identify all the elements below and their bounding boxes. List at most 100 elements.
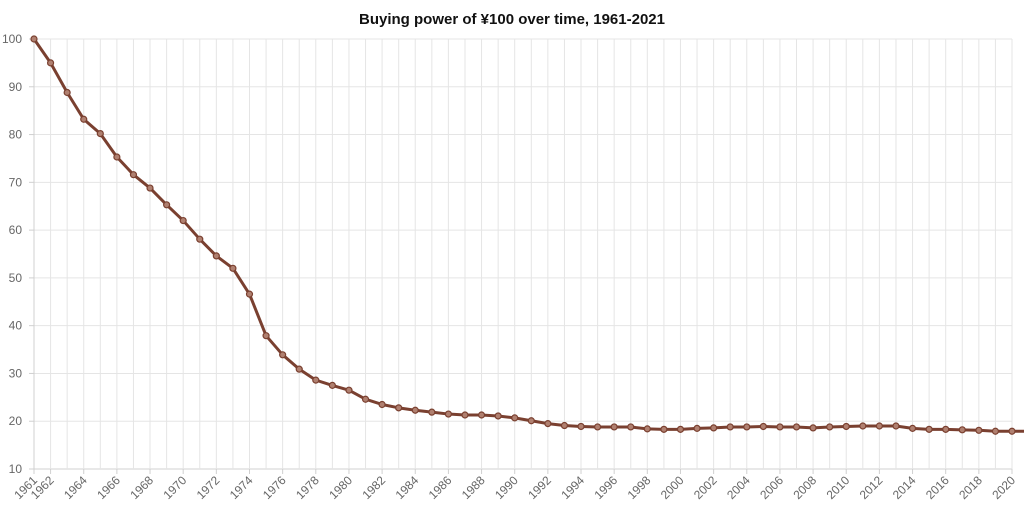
points-layer bbox=[30, 35, 1016, 435]
data-point[interactable] bbox=[361, 395, 370, 403]
x-tick-label: 2020 bbox=[989, 473, 1018, 502]
data-point[interactable] bbox=[395, 404, 403, 412]
data-point[interactable] bbox=[958, 426, 966, 434]
data-point[interactable] bbox=[295, 365, 303, 373]
x-tick-label: 1986 bbox=[426, 473, 455, 502]
data-point[interactable] bbox=[262, 332, 270, 340]
data-point[interactable] bbox=[46, 59, 55, 67]
y-tick-label: 30 bbox=[9, 366, 23, 380]
data-point[interactable] bbox=[809, 424, 817, 432]
data-point[interactable] bbox=[428, 408, 436, 416]
data-point[interactable] bbox=[908, 424, 917, 432]
y-tick-label: 20 bbox=[9, 414, 23, 428]
data-point[interactable] bbox=[527, 417, 535, 425]
data-point[interactable] bbox=[163, 201, 171, 209]
x-tick-label: 1970 bbox=[161, 473, 190, 502]
x-tick-label: 1978 bbox=[293, 473, 322, 502]
data-point[interactable] bbox=[245, 290, 254, 298]
x-tick-label: 2000 bbox=[658, 473, 687, 502]
data-point[interactable] bbox=[560, 421, 569, 430]
x-tick-label: 1968 bbox=[127, 473, 156, 502]
y-tick-label: 70 bbox=[9, 175, 23, 189]
data-point[interactable] bbox=[660, 425, 668, 433]
data-point[interactable] bbox=[577, 422, 585, 431]
chart-title: Buying power of ¥100 over time, 1961-202… bbox=[359, 11, 665, 28]
data-point[interactable] bbox=[63, 88, 71, 97]
data-point[interactable] bbox=[113, 153, 121, 161]
x-tick-label: 1988 bbox=[459, 473, 488, 502]
x-tick-label: 1964 bbox=[61, 473, 90, 502]
data-point[interactable] bbox=[511, 414, 519, 422]
x-tick-label: 1980 bbox=[326, 473, 355, 502]
data-point[interactable] bbox=[411, 406, 419, 414]
data-point[interactable] bbox=[776, 423, 784, 431]
x-tick-label: 1984 bbox=[393, 473, 422, 502]
series-line bbox=[32, 37, 1024, 433]
data-point[interactable] bbox=[743, 423, 751, 431]
data-point[interactable] bbox=[1008, 427, 1016, 435]
x-tick-label: 1976 bbox=[260, 473, 289, 502]
data-point[interactable] bbox=[710, 424, 718, 432]
data-point[interactable] bbox=[643, 425, 651, 433]
data-point[interactable] bbox=[345, 386, 353, 394]
y-tick-label: 100 bbox=[2, 32, 22, 46]
data-point[interactable] bbox=[461, 411, 469, 419]
data-point[interactable] bbox=[826, 423, 834, 431]
data-point[interactable] bbox=[759, 422, 767, 431]
y-tick-label: 90 bbox=[9, 80, 23, 94]
y-tick-label: 80 bbox=[9, 128, 23, 142]
x-tick-label: 1996 bbox=[592, 473, 621, 502]
x-tick-label: 1998 bbox=[625, 473, 654, 502]
data-point[interactable] bbox=[279, 351, 287, 359]
x-tick-label: 2016 bbox=[923, 473, 952, 502]
x-tick-label: 1990 bbox=[492, 473, 521, 502]
data-point[interactable] bbox=[593, 423, 602, 431]
data-point[interactable] bbox=[975, 426, 983, 434]
data-point[interactable] bbox=[328, 381, 336, 389]
series-layer bbox=[32, 37, 1024, 433]
data-point[interactable] bbox=[312, 376, 320, 384]
data-point[interactable] bbox=[444, 410, 453, 418]
data-point[interactable] bbox=[842, 422, 850, 431]
data-point[interactable] bbox=[146, 184, 154, 192]
data-point[interactable] bbox=[229, 264, 237, 272]
x-tick-label: 2002 bbox=[691, 473, 720, 502]
data-point[interactable] bbox=[477, 411, 486, 419]
data-point[interactable] bbox=[991, 427, 1000, 435]
x-tick-label: 1974 bbox=[227, 473, 256, 502]
x-tick-label: 1982 bbox=[359, 473, 388, 502]
x-tick-label: 2010 bbox=[824, 473, 853, 502]
grid-layer bbox=[33, 38, 1013, 470]
data-point[interactable] bbox=[129, 171, 138, 179]
data-point[interactable] bbox=[494, 412, 502, 420]
x-tick-label: 2004 bbox=[724, 473, 753, 502]
data-point[interactable] bbox=[676, 425, 685, 433]
data-point[interactable] bbox=[30, 35, 38, 43]
y-tick-label: 60 bbox=[9, 223, 23, 237]
data-point[interactable] bbox=[792, 423, 801, 431]
y-tick-label: 50 bbox=[9, 271, 23, 285]
data-point[interactable] bbox=[693, 424, 701, 432]
x-tick-label: 1972 bbox=[194, 473, 223, 502]
data-point[interactable] bbox=[544, 420, 552, 428]
data-point[interactable] bbox=[875, 422, 883, 430]
x-tick-label: 1966 bbox=[94, 473, 123, 502]
data-point[interactable] bbox=[627, 423, 635, 431]
data-point[interactable] bbox=[859, 422, 867, 430]
data-point[interactable] bbox=[610, 423, 618, 431]
data-point[interactable] bbox=[892, 422, 900, 430]
data-point[interactable] bbox=[378, 400, 386, 409]
data-point[interactable] bbox=[179, 216, 187, 225]
x-tick-label: 2008 bbox=[790, 473, 819, 502]
data-point[interactable] bbox=[80, 115, 88, 123]
data-point[interactable] bbox=[212, 252, 220, 260]
data-point[interactable] bbox=[726, 423, 734, 431]
data-point[interactable] bbox=[925, 425, 933, 433]
x-tick-label: 2018 bbox=[956, 473, 985, 502]
data-point[interactable] bbox=[96, 130, 104, 138]
y-tick-label: 40 bbox=[9, 319, 23, 333]
data-point[interactable] bbox=[196, 235, 204, 243]
data-point[interactable] bbox=[942, 425, 950, 433]
